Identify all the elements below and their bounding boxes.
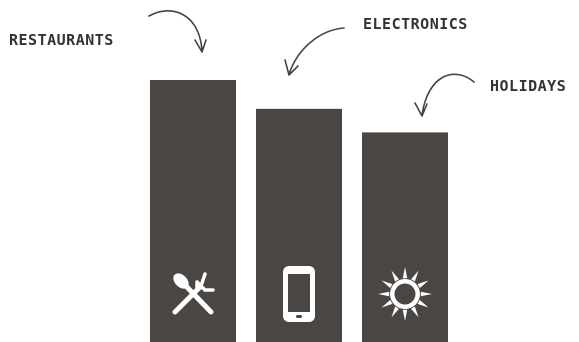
category-label-holidays: HOLIDAYS: [490, 77, 566, 95]
sun-icon: [378, 267, 432, 321]
bar-restaurants: [150, 80, 236, 342]
category-label-restaurants: RESTAURANTS: [9, 31, 114, 49]
arrow-restaurants: [148, 10, 207, 53]
arrow-holidays: [414, 73, 475, 117]
arrow-electronics: [284, 27, 345, 76]
arrows-layer: [148, 10, 475, 117]
icons-layer: [172, 266, 432, 322]
bars-layer: [150, 80, 448, 342]
labels-layer: RESTAURANTS ELECTRONICS HOLIDAYS: [9, 15, 566, 95]
category-label-electronics: ELECTRONICS: [363, 15, 468, 33]
smartphone-icon: [283, 266, 315, 322]
fork-knife-icon: [172, 272, 215, 315]
